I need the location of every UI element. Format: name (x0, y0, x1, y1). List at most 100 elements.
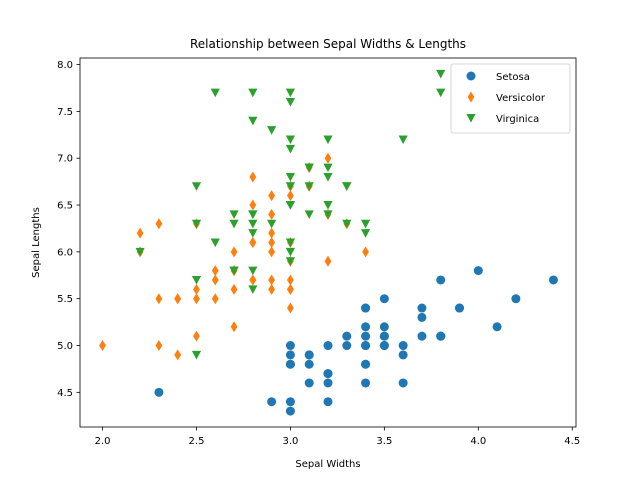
legend-marker-setosa (466, 71, 476, 81)
data-point-virginica (285, 98, 296, 107)
data-point-setosa (436, 331, 446, 341)
y-tick-label: 6.0 (57, 247, 73, 258)
data-point-setosa (398, 378, 408, 388)
data-point-versicolor (362, 246, 369, 258)
data-point-virginica (323, 172, 333, 182)
data-point-versicolor (268, 237, 276, 248)
data-point-virginica (304, 210, 314, 220)
data-point-versicolor (249, 199, 257, 211)
data-point-virginica (304, 182, 314, 191)
data-point-versicolor (287, 283, 294, 295)
data-point-virginica (248, 116, 258, 126)
data-point-virginica (285, 172, 296, 182)
data-point-setosa (285, 397, 295, 407)
data-point-setosa (304, 359, 314, 369)
data-point-versicolor (155, 218, 163, 230)
y-tick-label: 8.0 (57, 60, 73, 71)
data-point-virginica (248, 266, 258, 276)
legend-label-setosa: Setosa (496, 72, 530, 83)
x-tick-label: 4.5 (564, 436, 580, 447)
data-point-versicolor (287, 274, 294, 286)
data-point-setosa (285, 350, 295, 360)
data-point-versicolor (268, 227, 276, 239)
data-point-setosa (361, 341, 371, 351)
data-point-versicolor (268, 274, 276, 286)
data-point-virginica (191, 350, 202, 360)
data-point-setosa (323, 369, 333, 379)
data-point-setosa (361, 359, 371, 369)
data-point-setosa (473, 266, 483, 276)
data-point-setosa (492, 322, 502, 332)
data-point-setosa (511, 294, 521, 304)
chart-title: Relationship between Sepal Widths & Leng… (190, 37, 466, 51)
data-point-setosa (379, 294, 389, 304)
data-point-setosa (323, 397, 333, 407)
data-point-setosa (417, 331, 427, 341)
data-point-versicolor (211, 293, 219, 305)
data-point-setosa (379, 331, 389, 341)
data-point-setosa (304, 378, 314, 388)
legend: Setosa Versicolor Virginica (450, 63, 571, 134)
x-axis-ticks: 2.0 2.5 3.0 3.5 4.0 4.5 (95, 427, 580, 447)
data-point-versicolor (268, 283, 276, 295)
y-tick-label: 7.5 (57, 107, 73, 118)
y-tick-label: 7.0 (57, 154, 73, 165)
data-point-versicolor (268, 190, 276, 202)
data-point-virginica (267, 219, 277, 229)
data-points-layer (99, 69, 558, 416)
data-point-setosa (154, 387, 164, 397)
data-point-virginica (229, 266, 239, 276)
data-point-setosa (455, 303, 465, 313)
data-point-virginica (304, 163, 314, 173)
data-point-versicolor (193, 293, 200, 305)
legend-label-versicolor: Versicolor (496, 93, 546, 104)
data-point-virginica (323, 163, 333, 173)
x-tick-label: 3.5 (376, 436, 392, 447)
data-point-setosa (342, 331, 352, 341)
data-point-versicolor (136, 227, 144, 239)
data-point-versicolor (99, 340, 106, 352)
data-point-setosa (398, 341, 408, 351)
data-point-virginica (342, 219, 352, 229)
data-point-setosa (285, 359, 295, 369)
data-point-versicolor (324, 255, 332, 267)
data-point-virginica (285, 144, 296, 154)
data-point-virginica (285, 257, 296, 266)
data-point-setosa (361, 322, 371, 332)
data-point-versicolor (211, 265, 219, 277)
y-tick-label: 5.5 (57, 294, 73, 305)
data-point-setosa (267, 397, 277, 407)
data-point-versicolor (268, 246, 276, 258)
data-point-virginica (323, 210, 333, 220)
y-tick-label: 4.5 (57, 388, 73, 399)
data-point-versicolor (268, 208, 276, 220)
data-point-setosa (285, 406, 295, 416)
data-point-virginica (398, 135, 408, 145)
legend-marker-versicolor (467, 91, 475, 103)
data-point-virginica (323, 135, 333, 145)
y-tick-label: 6.5 (57, 201, 73, 212)
y-axis-ticks: 4.5 5.0 5.5 6.0 6.5 7.0 7.5 8.0 (57, 60, 80, 399)
data-point-virginica (285, 201, 296, 210)
data-point-virginica (360, 229, 371, 238)
data-point-virginica (229, 210, 239, 220)
data-point-virginica (248, 219, 258, 229)
data-point-virginica (285, 247, 296, 257)
plot-frame (79, 57, 577, 428)
legend-label-virginica: Virginica (496, 114, 539, 125)
data-point-setosa (361, 331, 371, 341)
data-point-virginica (135, 247, 145, 257)
data-point-virginica (323, 201, 333, 210)
data-point-virginica (210, 238, 220, 248)
y-tick-label: 5.0 (57, 341, 73, 352)
data-point-versicolor (287, 190, 294, 202)
data-point-setosa (285, 341, 295, 351)
data-point-virginica (342, 182, 352, 191)
data-point-virginica (248, 88, 258, 98)
data-point-versicolor (249, 171, 257, 183)
data-point-setosa (398, 350, 408, 360)
data-point-setosa (323, 378, 333, 388)
data-point-virginica (436, 88, 446, 98)
data-point-versicolor (230, 246, 238, 258)
